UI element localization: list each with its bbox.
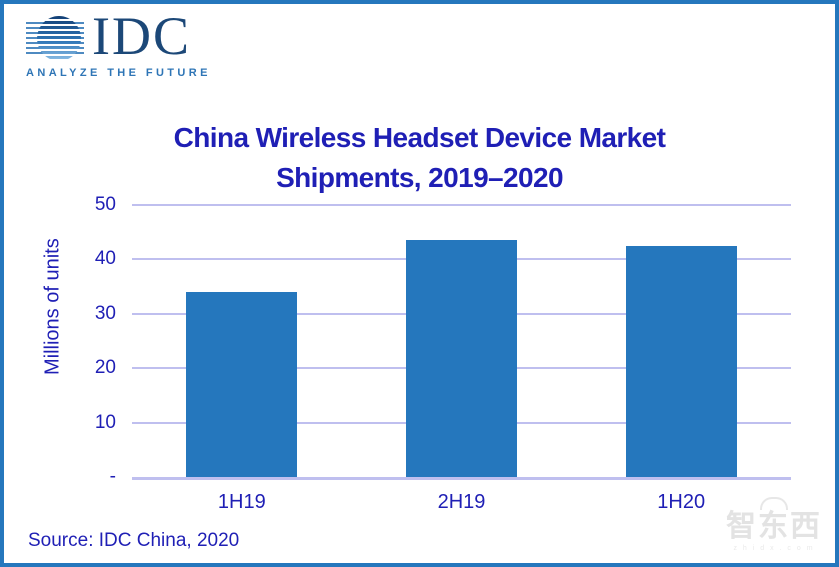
gridline-50: [132, 204, 791, 206]
x-label-1H20: 1H20: [657, 491, 706, 513]
bar-1H19: [186, 292, 298, 477]
bar-2H19: [406, 240, 517, 477]
y-tick-10: 10: [94, 411, 116, 433]
bar-1H20: [625, 245, 737, 477]
idc-wordmark: IDC: [92, 6, 191, 66]
chart-title: China Wireless Headset Device Market Shi…: [4, 118, 835, 198]
y-tick-50: 50: [94, 194, 116, 215]
idc-tagline: ANALYZE THE FUTURE: [26, 67, 211, 79]
chart-title-line1: China Wireless Headset Device Market: [173, 121, 666, 153]
watermark-subtext: z h i d x . c o m: [733, 545, 815, 552]
y-tick-20: 20: [94, 357, 116, 379]
y-tick-40: 40: [94, 248, 116, 270]
idc-logo-row: IDC: [26, 9, 196, 63]
source-note: Source: IDC China, 2020: [28, 530, 240, 551]
idc-logo: IDC ANALYZE THE FUTURE: [26, 9, 211, 79]
chart-title-line2: Shipments, 2019–2020: [276, 161, 563, 193]
y-axis-ticks: - 10 20 30 40 50: [54, 194, 116, 487]
x-axis-labels: 1H19 2H19 1H20: [132, 491, 791, 517]
y-tick--: -: [109, 466, 116, 487]
y-tick-30: 30: [94, 302, 116, 324]
plot-area: [132, 204, 791, 480]
idc-globe-icon: [37, 16, 81, 61]
x-label-1H19: 1H19: [217, 491, 266, 513]
x-label-2H19: 2H19: [437, 491, 486, 513]
